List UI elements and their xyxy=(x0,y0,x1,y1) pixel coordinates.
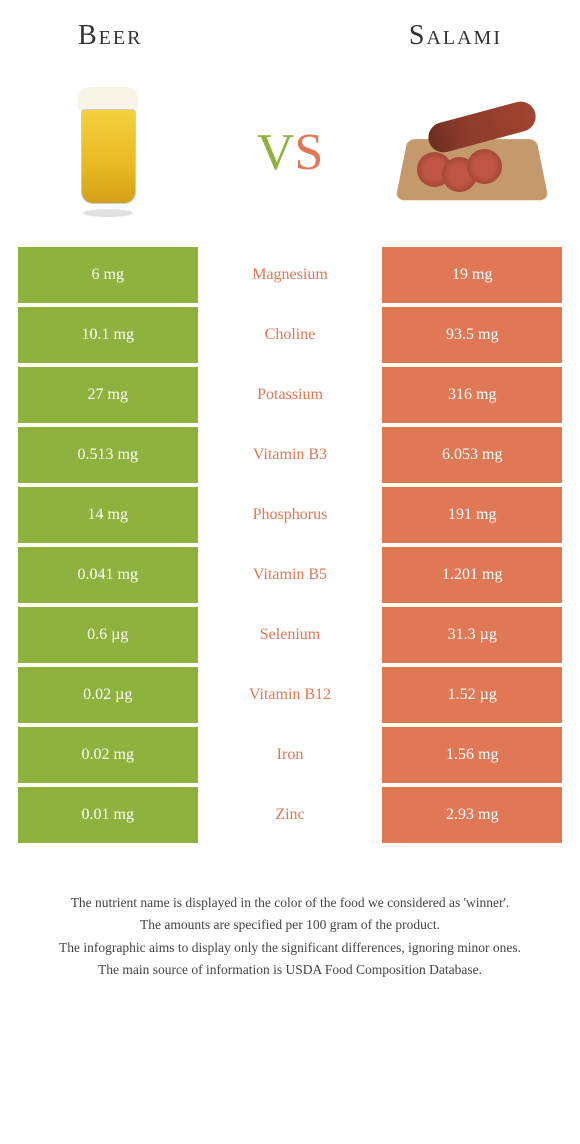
nutrient-label: Vitamin B5 xyxy=(198,547,383,603)
footer-line-1: The nutrient name is displayed in the co… xyxy=(28,893,552,913)
header: Beer Salami xyxy=(18,20,562,52)
vs-label: VS xyxy=(257,123,323,182)
vs-row: VS xyxy=(18,82,562,222)
nutrient-label: Zinc xyxy=(198,787,383,843)
left-value: 0.02 µg xyxy=(18,667,198,723)
left-value: 0.6 µg xyxy=(18,607,198,663)
right-value: 93.5 mg xyxy=(382,307,562,363)
nutrient-label: Vitamin B3 xyxy=(198,427,383,483)
right-value: 31.3 µg xyxy=(382,607,562,663)
salami-image xyxy=(392,82,552,222)
nutrient-row: 10.1 mgCholine93.5 mg xyxy=(18,307,562,363)
nutrient-label: Choline xyxy=(198,307,383,363)
footer-line-4: The main source of information is USDA F… xyxy=(28,960,552,980)
right-value: 1.201 mg xyxy=(382,547,562,603)
right-value: 2.93 mg xyxy=(382,787,562,843)
vs-v-letter: V xyxy=(257,124,295,181)
beer-image xyxy=(28,82,188,222)
nutrient-row: 0.02 mgIron1.56 mg xyxy=(18,727,562,783)
right-value: 191 mg xyxy=(382,487,562,543)
left-value: 14 mg xyxy=(18,487,198,543)
nutrient-row: 0.01 mgZinc2.93 mg xyxy=(18,787,562,843)
right-food-title: Salami xyxy=(409,20,502,52)
left-value: 27 mg xyxy=(18,367,198,423)
nutrient-label: Selenium xyxy=(198,607,383,663)
right-value: 6.053 mg xyxy=(382,427,562,483)
footer-notes: The nutrient name is displayed in the co… xyxy=(18,893,562,980)
nutrient-label: Iron xyxy=(198,727,383,783)
nutrient-row: 0.513 mgVitamin B36.053 mg xyxy=(18,427,562,483)
right-value: 19 mg xyxy=(382,247,562,303)
footer-line-2: The amounts are specified per 100 gram o… xyxy=(28,915,552,935)
nutrient-label: Vitamin B12 xyxy=(198,667,383,723)
nutrient-row: 27 mgPotassium316 mg xyxy=(18,367,562,423)
left-value: 0.513 mg xyxy=(18,427,198,483)
vs-s-letter: S xyxy=(294,124,323,181)
left-value: 0.01 mg xyxy=(18,787,198,843)
right-value: 316 mg xyxy=(382,367,562,423)
left-food-title: Beer xyxy=(78,20,142,52)
nutrient-row: 14 mgPhosphorus191 mg xyxy=(18,487,562,543)
nutrient-table: 6 mgMagnesium19 mg10.1 mgCholine93.5 mg2… xyxy=(18,247,562,843)
nutrient-row: 0.041 mgVitamin B51.201 mg xyxy=(18,547,562,603)
footer-line-3: The infographic aims to display only the… xyxy=(28,938,552,958)
nutrient-row: 0.02 µgVitamin B121.52 µg xyxy=(18,667,562,723)
nutrient-label: Magnesium xyxy=(198,247,383,303)
nutrient-label: Phosphorus xyxy=(198,487,383,543)
left-value: 0.041 mg xyxy=(18,547,198,603)
left-value: 10.1 mg xyxy=(18,307,198,363)
left-value: 0.02 mg xyxy=(18,727,198,783)
nutrient-label: Potassium xyxy=(198,367,383,423)
right-value: 1.56 mg xyxy=(382,727,562,783)
nutrient-row: 6 mgMagnesium19 mg xyxy=(18,247,562,303)
right-value: 1.52 µg xyxy=(382,667,562,723)
left-value: 6 mg xyxy=(18,247,198,303)
nutrient-row: 0.6 µgSelenium31.3 µg xyxy=(18,607,562,663)
